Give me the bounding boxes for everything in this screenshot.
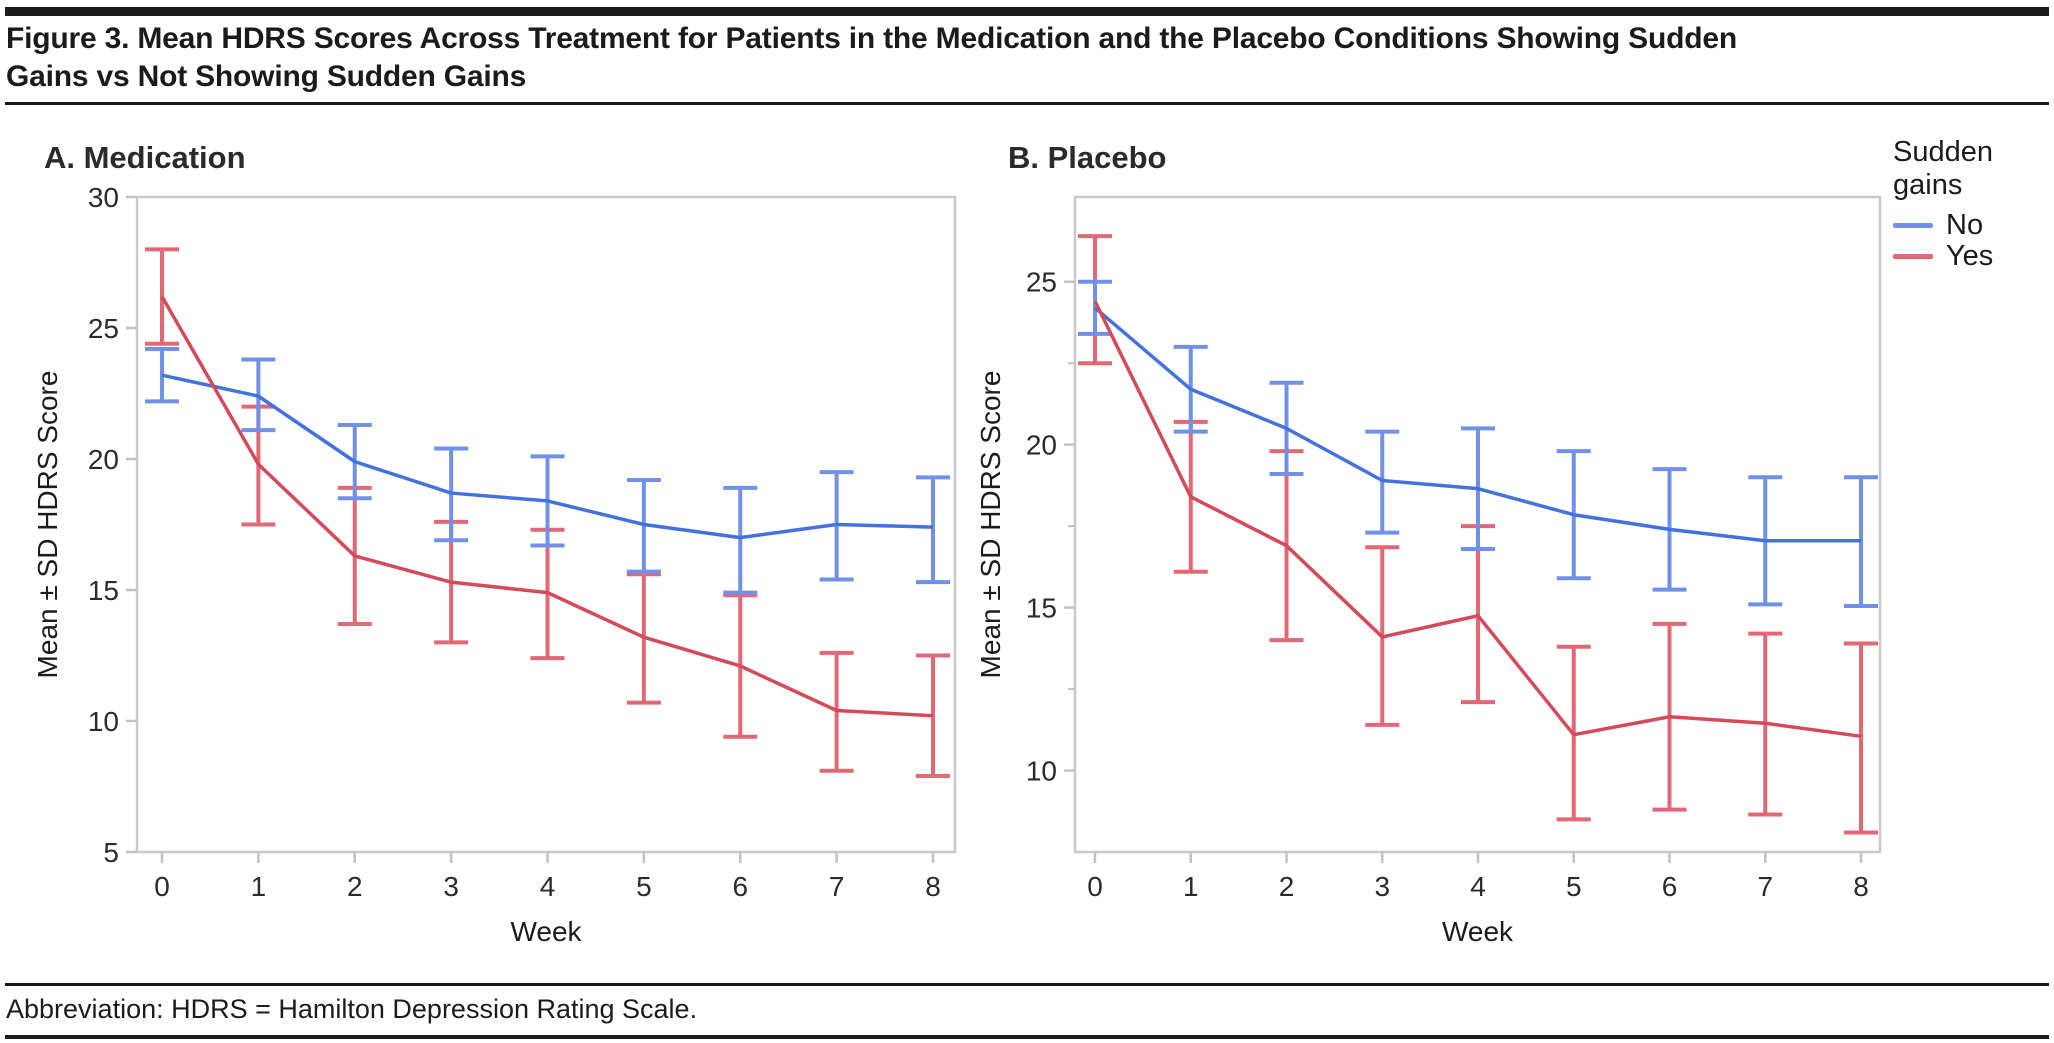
x-tick-label: 6 xyxy=(1662,871,1678,902)
y-tick-label: 25 xyxy=(1026,267,1057,298)
x-tick-label: 2 xyxy=(347,871,363,902)
footnote-text: Abbreviation: HDRS = Hamilton Depression… xyxy=(6,994,698,1024)
error-bars-no xyxy=(145,346,950,595)
figure-title: Figure 3. Mean HDRS Scores Across Treatm… xyxy=(6,20,2046,96)
series-line-no xyxy=(1093,306,1861,543)
x-tick-label: 4 xyxy=(1470,871,1486,902)
legend-label-no: No xyxy=(1946,209,1984,241)
series-line-yes xyxy=(1093,300,1862,739)
x-tick-label: 8 xyxy=(925,871,941,902)
footnote-rule-bottom xyxy=(5,1035,2049,1039)
legend-line-swatch-blue xyxy=(1893,223,1933,228)
footnote-rule-top xyxy=(5,983,2049,986)
y-tick-label: 15 xyxy=(88,575,119,606)
y-tick-label: 5 xyxy=(103,837,119,868)
legend-entry-no: No xyxy=(1893,209,2051,241)
legend-entry-yes: Yes xyxy=(1893,240,2051,272)
figure-title-line2: Gains vs Not Showing Sudden Gains xyxy=(6,60,527,93)
x-tick-label: 8 xyxy=(1853,871,1869,902)
y-tick-label: 10 xyxy=(1026,756,1057,787)
x-tick-label: 5 xyxy=(1566,871,1582,902)
y-axis-title: Mean ± SD HDRS Score xyxy=(32,371,63,679)
y-tick-label: 30 xyxy=(88,182,119,213)
top-rule-thick xyxy=(5,7,2049,16)
legend-label-yes: Yes xyxy=(1946,240,1994,272)
x-tick-label: 2 xyxy=(1279,871,1295,902)
x-tick-label: 7 xyxy=(1757,871,1773,902)
x-tick-label: 4 xyxy=(540,871,556,902)
panel-title: B. Placebo xyxy=(1008,140,1167,175)
y-tick-label: 25 xyxy=(88,313,119,344)
x-tick-label: 1 xyxy=(1183,871,1199,902)
panel-title: A. Medication xyxy=(44,140,246,175)
x-axis-title: Week xyxy=(510,916,582,947)
y-axis-title: Mean ± SD HDRS Score xyxy=(975,371,1006,679)
series-line-yes xyxy=(160,295,934,718)
chart-panel-medication: A. Medication 5 10 15 20 25 30 0 1 2 3 4 5 6 7 8 Week Mea… xyxy=(32,140,957,947)
title-rule xyxy=(5,102,2049,105)
chart-panel-placebo: B. Placebo 10 15 20 25 0 1 2 3 4 5 6 7 8 Week Mean ± SD… xyxy=(975,140,1882,947)
legend-line-swatch-red xyxy=(1893,254,1933,259)
legend: Sudden gains No Yes xyxy=(1893,136,2051,272)
legend-title: Sudden gains xyxy=(1893,136,1993,201)
y-tick-label: 20 xyxy=(88,444,119,475)
x-tick-label: 1 xyxy=(251,871,267,902)
x-tick-label: 3 xyxy=(443,871,459,902)
plot-frame xyxy=(135,195,957,854)
x-tick-label: 5 xyxy=(636,871,652,902)
x-tick-label: 7 xyxy=(829,871,845,902)
x-tick-label: 3 xyxy=(1374,871,1390,902)
y-tick-label: 10 xyxy=(88,706,119,737)
figure-title-line1: Figure 3. Mean HDRS Scores Across Treatm… xyxy=(6,22,1737,55)
y-tick-label: 20 xyxy=(1026,430,1057,461)
x-axis-title: Week xyxy=(1442,916,1514,947)
y-tick-label: 15 xyxy=(1026,593,1057,624)
x-tick-label: 0 xyxy=(154,871,170,902)
x-tick-label: 0 xyxy=(1087,871,1103,902)
series-line-no xyxy=(161,373,934,540)
x-tick-label: 6 xyxy=(732,871,748,902)
